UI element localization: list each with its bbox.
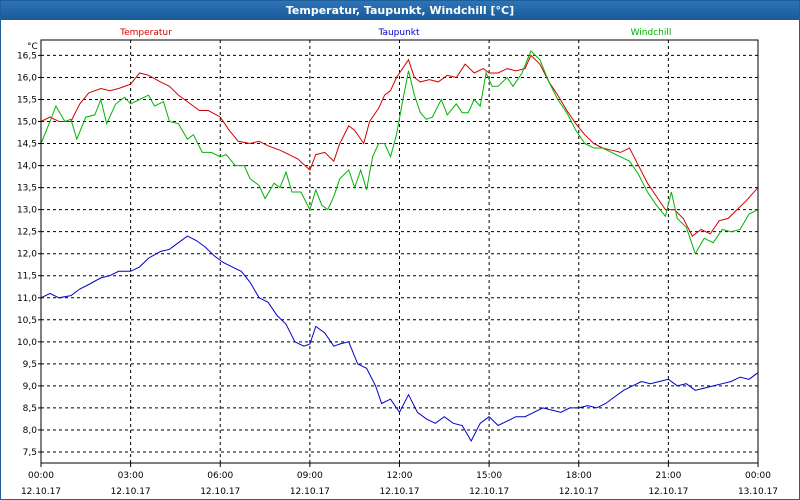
- y-tick-label: 13,5: [17, 184, 37, 194]
- x-tick-date-label: 12.10.17: [469, 487, 509, 497]
- y-axis-ticks: 7,5 8,0 8,5 9,0 9,5 10,0 10,5 11,0 11,5 12,0 12,5 1…: [17, 51, 41, 458]
- y-tick-label: 8,5: [23, 404, 37, 414]
- plot-border: [40, 39, 759, 464]
- x-tick-date-label: 12.10.17: [648, 487, 688, 497]
- x-tick-time-label: 03:00: [118, 471, 144, 481]
- x-tick-time-label: 21:00: [655, 471, 681, 481]
- y-tick-label: 9,5: [23, 360, 37, 370]
- y-tick-label: 7,5: [23, 448, 37, 458]
- y-tick-label: 9,0: [23, 382, 38, 392]
- legend-item-windchill: Windchill: [631, 28, 672, 38]
- x-tick-time-label: 00:00: [745, 471, 771, 481]
- y-tick-label: 11,5: [17, 272, 37, 282]
- line-chart: 7,5 8,0 8,5 9,0 9,5 10,0 10,5 11,0 11,5 12,0 12,5 1…: [17, 28, 778, 497]
- x-tick-time-label: 15:00: [476, 471, 502, 481]
- series-line-windchill: [40, 50, 759, 255]
- x-tick-date-label: 12.10.17: [379, 487, 419, 497]
- y-tick-label: 8,0: [23, 426, 38, 436]
- series-line-temperatur: [40, 54, 759, 237]
- y-tick-label: 16,0: [17, 73, 37, 83]
- x-tick-date-label: 12.10.17: [111, 487, 151, 497]
- grid-lines: [41, 40, 758, 463]
- y-tick-label: 11,0: [17, 294, 37, 304]
- x-tick-time-label: 00:00: [28, 471, 54, 481]
- series-line-taupunkt: [40, 235, 759, 443]
- legend: Temperatur Taupunkt Windchill: [119, 28, 671, 38]
- x-tick-date-label: 13.10.17: [738, 487, 778, 497]
- y-tick-label: 14,0: [17, 162, 37, 172]
- y-tick-label: 10,5: [17, 316, 37, 326]
- x-tick-date-label: 12.10.17: [21, 487, 61, 497]
- series-lines: [40, 50, 759, 443]
- y-tick-label: 13,0: [17, 206, 37, 216]
- x-tick-time-label: 06:00: [207, 471, 233, 481]
- y-tick-label: 16,5: [17, 51, 37, 61]
- x-tick-time-label: 09:00: [297, 471, 323, 481]
- y-tick-label: 15,0: [17, 118, 37, 128]
- x-tick-date-label: 12.10.17: [290, 487, 330, 497]
- x-tick-time-label: 18:00: [566, 471, 592, 481]
- y-tick-label: 12,0: [17, 250, 37, 260]
- legend-item-temperatur: Temperatur: [119, 28, 172, 38]
- x-axis-ticks: 00:00 12.10.17 03:00 12.10.17 06:00 12.10.17 0…: [21, 463, 778, 497]
- x-tick-date-label: 12.10.17: [200, 487, 240, 497]
- y-tick-label: 12,5: [17, 228, 37, 238]
- legend-item-taupunkt: Taupunkt: [377, 28, 420, 38]
- y-axis-label: °C: [27, 42, 38, 52]
- x-tick-time-label: 12:00: [387, 471, 413, 481]
- y-tick-label: 15,5: [17, 95, 37, 105]
- chart-title: Temperatur, Taupunkt, Windchill [°C]: [1, 1, 799, 20]
- y-tick-label: 14,5: [17, 140, 37, 150]
- x-tick-date-label: 12.10.17: [559, 487, 599, 497]
- y-tick-label: 10,0: [17, 338, 37, 348]
